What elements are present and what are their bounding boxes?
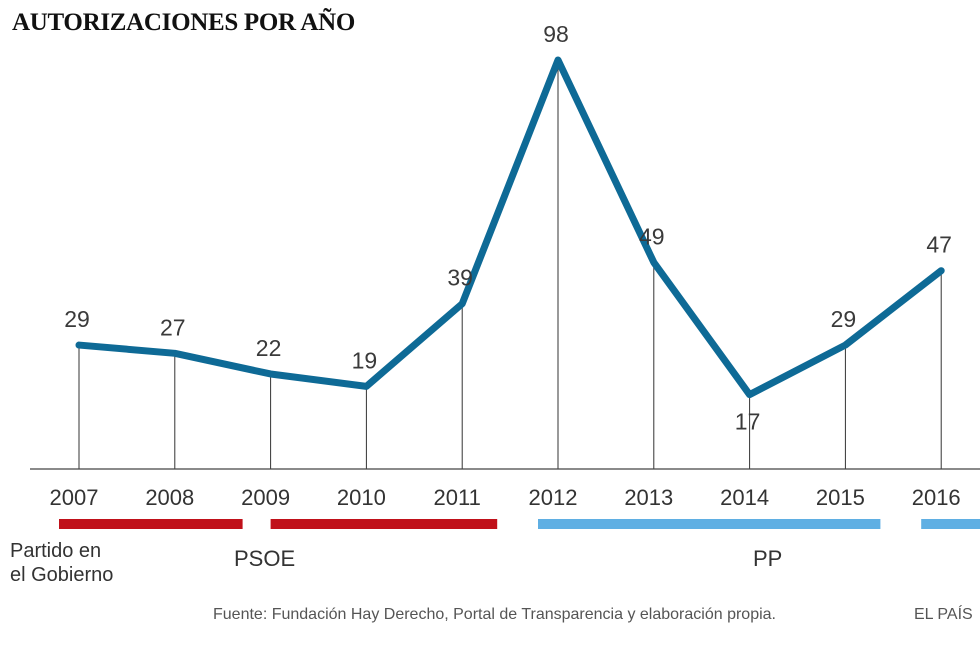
data-label: 29: [831, 306, 857, 332]
x-tick-label: 2011: [434, 485, 481, 510]
data-label: 27: [160, 314, 186, 340]
party-bar-psoe: [270, 519, 498, 529]
brand-credit: EL PAÍS: [914, 606, 973, 623]
data-label: 39: [447, 265, 473, 291]
party-bar-pp: [921, 519, 980, 529]
data-label: 47: [926, 232, 952, 258]
data-label: 22: [256, 335, 282, 361]
x-tick-label: 2014: [720, 485, 769, 510]
party-bar-pp: [538, 519, 881, 529]
value-labels: 29 27 22 19 39 98 49 17 29 47: [64, 21, 952, 435]
x-tick-label: 2009: [241, 485, 290, 510]
data-label: 29: [64, 306, 90, 332]
x-tick-label: 2013: [624, 485, 673, 510]
x-tick-label: 2015: [816, 485, 865, 510]
party-caption: Partido en el Gobierno: [10, 540, 114, 586]
psoe-label: PSOE: [234, 546, 296, 571]
x-tick-labels: 2007 2008 2009 2010 2011 2012 2013 2014 2015 2016: [50, 485, 961, 510]
party-bars: [59, 519, 980, 529]
x-tick-label: 2008: [145, 485, 194, 510]
x-tick-label: 2012: [529, 485, 578, 510]
x-tick-label: 2010: [337, 485, 386, 510]
x-tick-label: 2007: [50, 485, 99, 510]
data-label: 17: [735, 409, 761, 435]
party-bar-psoe: [59, 519, 243, 529]
drop-lines: [78, 60, 942, 469]
data-label: 98: [543, 21, 569, 47]
data-label: 19: [352, 347, 378, 373]
series-line: [75, 56, 945, 399]
data-label: 49: [639, 223, 665, 249]
pp-label: PP: [753, 546, 783, 571]
chart-title: AUTORIZACIONES POR AÑO: [12, 9, 355, 36]
source-note: Fuente: Fundación Hay Derecho, Portal de…: [213, 606, 776, 623]
x-tick-label: 2016: [912, 485, 961, 510]
